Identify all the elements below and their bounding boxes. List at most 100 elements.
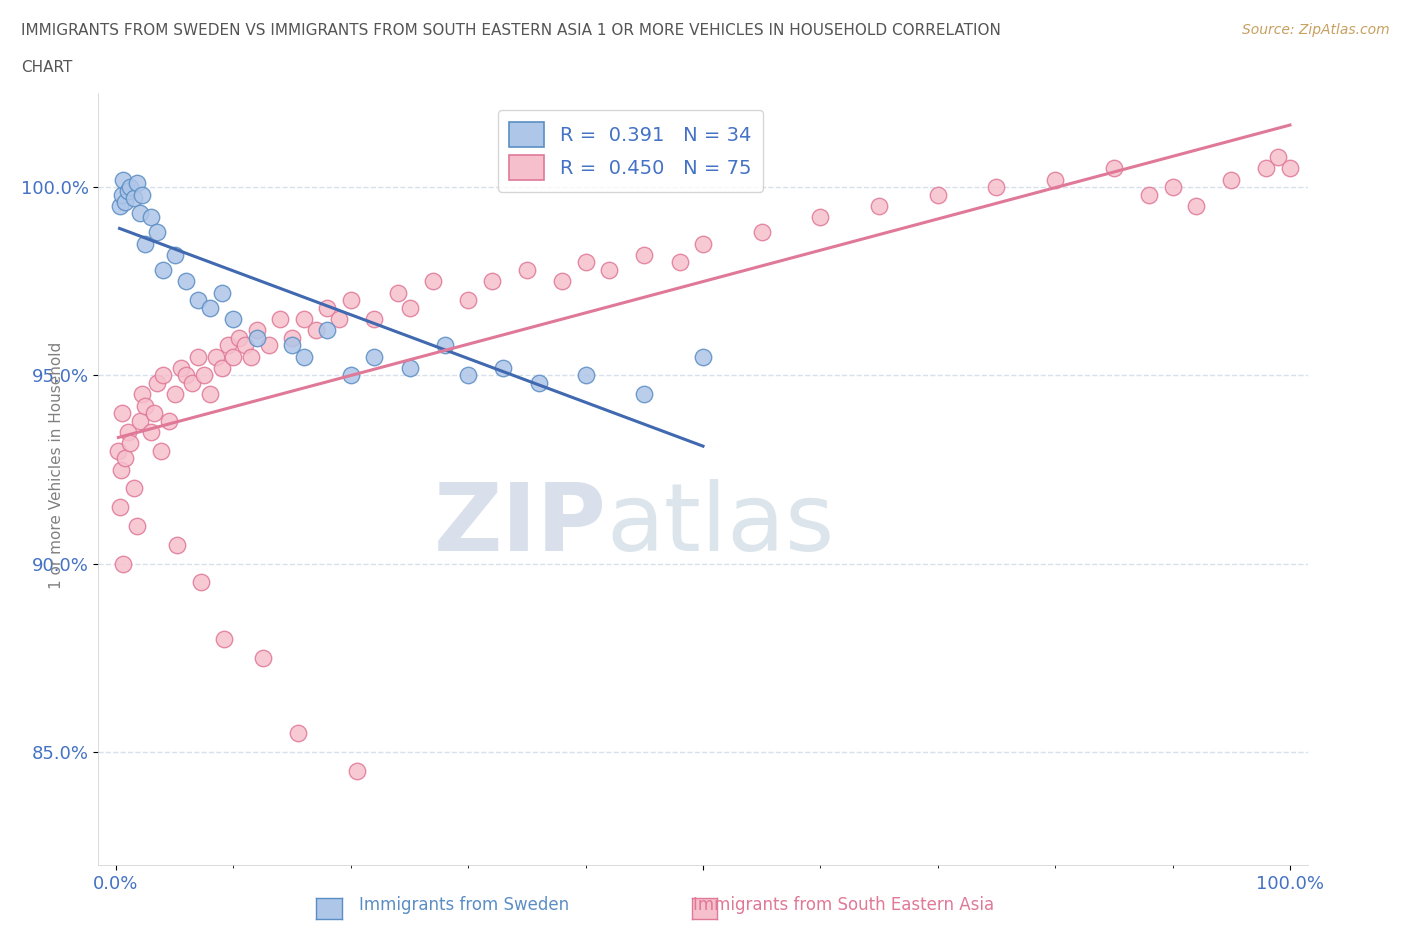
Point [927, 187, 949, 202]
Point [193, 368, 215, 383]
Point [142, 405, 165, 420]
Point [204, 349, 226, 364]
Point [190, 575, 212, 590]
Point [292, 349, 315, 364]
Text: Immigrants from Sweden: Immigrants from Sweden [359, 896, 569, 913]
Point [986, 179, 1008, 194]
Point [187, 349, 209, 364]
Point [340, 293, 363, 308]
Point [551, 273, 574, 288]
Point [257, 338, 280, 352]
Point [212, 631, 235, 646]
Point [163, 387, 186, 402]
Point [228, 330, 250, 345]
Point [166, 538, 188, 552]
Point [112, 172, 135, 187]
Point [328, 312, 350, 326]
Point [122, 191, 145, 206]
Point [246, 330, 269, 345]
Point [398, 361, 420, 376]
Point [114, 451, 136, 466]
Point [128, 206, 150, 221]
Point [1043, 172, 1066, 187]
Point [131, 387, 153, 402]
Text: ZIP: ZIP [433, 479, 606, 571]
Point [211, 286, 233, 300]
Point [269, 312, 291, 326]
Point [387, 286, 409, 300]
Point [527, 376, 550, 391]
Point [1256, 161, 1278, 176]
Point [198, 300, 221, 315]
Point [1278, 161, 1301, 176]
Point [152, 262, 174, 277]
Point [1137, 187, 1160, 202]
Point [128, 413, 150, 428]
Point [457, 368, 479, 383]
Point [346, 764, 368, 778]
Point [668, 255, 690, 270]
Text: IMMIGRANTS FROM SWEDEN VS IMMIGRANTS FROM SOUTH EASTERN ASIA 1 OR MORE VEHICLES : IMMIGRANTS FROM SWEDEN VS IMMIGRANTS FRO… [21, 23, 1001, 38]
Point [108, 198, 131, 213]
Point [281, 338, 304, 352]
Point [222, 349, 245, 364]
Point [481, 273, 503, 288]
Point [211, 361, 233, 376]
Point [111, 405, 134, 420]
Point [316, 323, 339, 338]
Point [1102, 161, 1125, 176]
Point [117, 183, 139, 198]
Point [252, 650, 274, 665]
Point [141, 210, 163, 225]
Point [575, 368, 598, 383]
Point [751, 225, 773, 240]
Point [120, 436, 142, 451]
Point [398, 300, 420, 315]
Point [169, 361, 191, 376]
Point [149, 444, 172, 458]
Point [176, 368, 198, 383]
Point [363, 349, 385, 364]
Point [1185, 198, 1208, 213]
Point [316, 300, 339, 315]
Point [575, 255, 598, 270]
Point [111, 187, 134, 202]
Text: 1 or more Vehicles in Household: 1 or more Vehicles in Household [49, 341, 63, 589]
Point [108, 499, 131, 514]
Point [692, 236, 714, 251]
Point [281, 330, 304, 345]
Point [492, 361, 515, 376]
Point [107, 444, 129, 458]
Point [127, 176, 149, 191]
Point [217, 338, 239, 352]
Point [134, 236, 156, 251]
Point [692, 349, 714, 364]
Point [292, 312, 315, 326]
Point [134, 398, 156, 413]
Point [633, 247, 655, 262]
Point [868, 198, 890, 213]
Point [422, 273, 444, 288]
Point [598, 262, 620, 277]
Point [457, 293, 479, 308]
Point [157, 413, 180, 428]
Point [433, 338, 456, 352]
Point [516, 262, 538, 277]
Point [146, 225, 169, 240]
Point [187, 293, 209, 308]
Text: Immigrants from South Eastern Asia: Immigrants from South Eastern Asia [693, 896, 994, 913]
Point [808, 210, 831, 225]
Point [287, 725, 309, 740]
Point [176, 273, 198, 288]
Text: CHART: CHART [21, 60, 73, 75]
Point [141, 424, 163, 439]
Text: atlas: atlas [606, 479, 835, 571]
Point [110, 462, 132, 477]
Point [112, 556, 135, 571]
Point [163, 247, 186, 262]
Point [233, 338, 256, 352]
Point [363, 312, 385, 326]
Point [120, 179, 142, 194]
Point [114, 194, 136, 209]
Point [1220, 172, 1243, 187]
